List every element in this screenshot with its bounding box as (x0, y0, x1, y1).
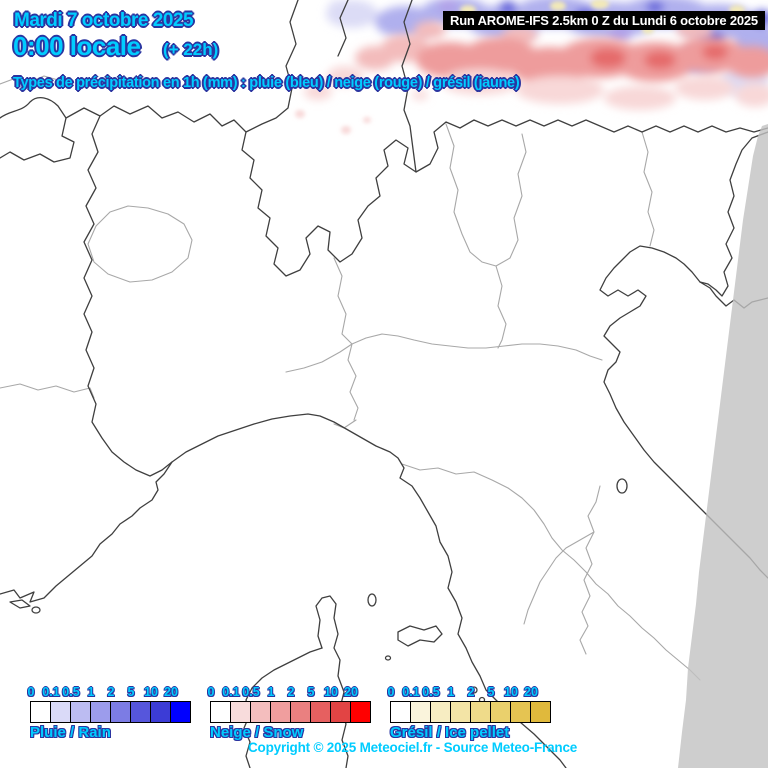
legend-swatch (510, 701, 531, 723)
legend-swatch (130, 701, 151, 723)
legend-swatch (330, 701, 351, 723)
legend-tick: 20 (524, 685, 538, 699)
san-marino-border (616, 478, 628, 494)
legend-tick: 1 (267, 685, 275, 699)
legend-swatch (50, 701, 71, 723)
legend-tick: 5 (307, 685, 315, 699)
precip-snow-layer (304, 21, 768, 110)
legend-tick: 0.1 (42, 685, 60, 699)
date-label: Mardi 7 octobre 2025 (14, 10, 194, 31)
legend-swatch (70, 701, 91, 723)
legend-swatches (390, 701, 560, 723)
legend-ticks: 0 0.1 0.5 1 2 5 10 20 (27, 685, 200, 701)
legend-tick: 0.5 (422, 685, 440, 699)
out-of-domain-area (678, 124, 768, 768)
legend-tick: 0 (387, 685, 395, 699)
legend-tick: 10 (324, 685, 338, 699)
legend-tick: 5 (127, 685, 135, 699)
legend-ticks: 0 0.1 0.5 1 2 5 10 20 (387, 685, 560, 701)
legend-tick: 0 (207, 685, 215, 699)
alps-border (65, 105, 768, 277)
legend-swatch (350, 701, 371, 723)
legend-tick: 20 (164, 685, 178, 699)
legend-label: Pluie / Rain (30, 724, 111, 741)
legend-tick: 1 (87, 685, 95, 699)
coastline-adriatic (599, 245, 768, 579)
legend-snow: 0 0.1 0.5 1 2 5 10 20 Neige / Snow (207, 685, 380, 742)
legend-swatch (290, 701, 311, 723)
legend-swatch (310, 701, 331, 723)
legend-tick: 0.1 (402, 685, 420, 699)
legend-swatches (210, 701, 380, 723)
local-time-label: 0:00 locale (13, 31, 141, 61)
legend-swatch (490, 701, 511, 723)
legend-swatch (250, 701, 271, 723)
legend-label: Grésil / Ice pellet (390, 724, 510, 741)
legend-swatch (210, 701, 231, 723)
legend-swatch (170, 701, 191, 723)
legend-tick: 10 (144, 685, 158, 699)
legend-swatch (410, 701, 431, 723)
region-borders (0, 75, 701, 681)
run-info-bar: Run AROME-IFS 2.5km 0 Z du Lundi 6 octob… (443, 11, 765, 30)
legend-rain: 0 0.1 0.5 1 2 5 10 20 Pluie / Rain (27, 685, 200, 742)
legend-tick: 1 (447, 685, 455, 699)
legend-swatches (30, 701, 200, 723)
legend-tick: 0 (27, 685, 35, 699)
legend-swatch (90, 701, 111, 723)
legend-tick: 2 (107, 685, 115, 699)
legend-swatch (530, 701, 551, 723)
copyright-label: Copyright © 2025 Meteociel.fr - Source M… (248, 740, 578, 755)
corsica-island (315, 595, 349, 768)
precip-snow-specks (295, 110, 371, 134)
legend-ice: 0 0.1 0.5 1 2 5 10 20 Grésil / Ice pellet (387, 685, 560, 742)
legend-swatch (270, 701, 291, 723)
legend-tick: 2 (467, 685, 475, 699)
legend-swatch (450, 701, 471, 723)
legend-swatch (390, 701, 411, 723)
map-title: Types de précipitation en 1h (mm) : plui… (13, 75, 520, 91)
legend-tick: 0.5 (242, 685, 260, 699)
elba-island (397, 625, 443, 647)
legend-tick: 0.1 (222, 685, 240, 699)
legend-swatch (230, 701, 251, 723)
legend-swatch (30, 701, 51, 723)
legend-tick: 5 (487, 685, 495, 699)
legend-swatch (430, 701, 451, 723)
legend-tick: 2 (287, 685, 295, 699)
legend-label: Neige / Snow (210, 724, 304, 741)
forecast-offset-label: (+ 22h) (163, 40, 219, 59)
legend-tick: 10 (504, 685, 518, 699)
legend-tick: 0.5 (62, 685, 80, 699)
coastline-west (0, 413, 567, 768)
legend-tick: 20 (344, 685, 358, 699)
legend-swatch (470, 701, 491, 723)
legend-swatch (110, 701, 131, 723)
legend-swatch (150, 701, 171, 723)
legend-ticks: 0 0.1 0.5 1 2 5 10 20 (207, 685, 380, 701)
